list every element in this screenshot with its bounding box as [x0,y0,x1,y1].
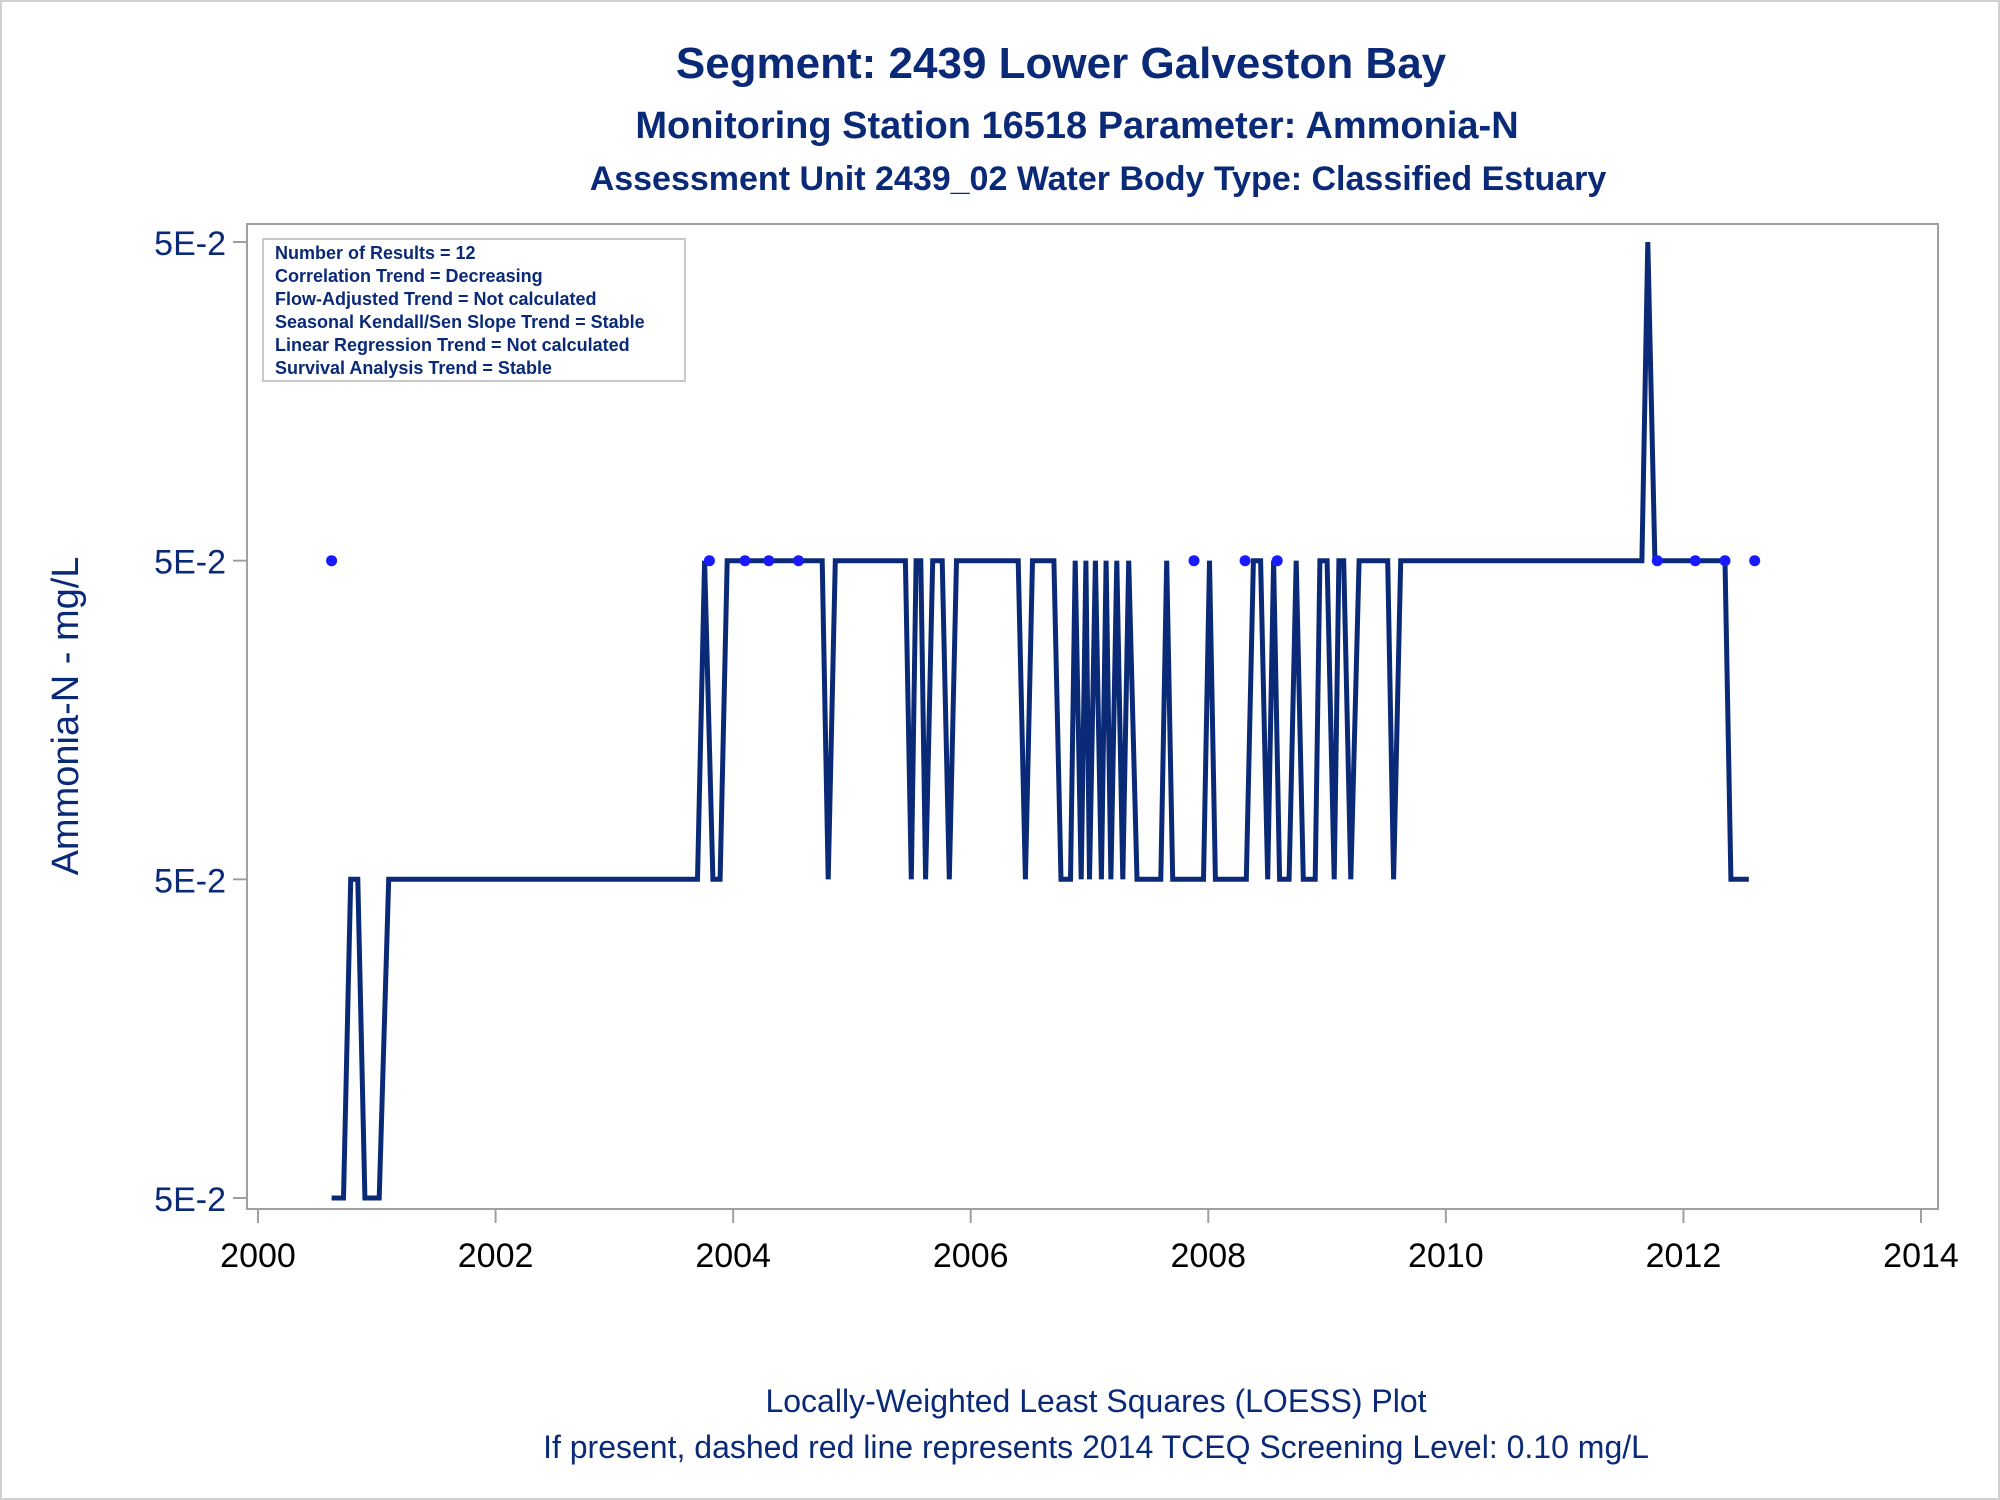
y-tick-label: 5E-2 [154,225,226,263]
stats-line: Number of Results = 12 [275,243,476,263]
x-tick-label: 2014 [1883,1237,1959,1275]
x-tick-label: 2000 [220,1237,296,1275]
plot-area [246,223,1939,1210]
stats-box: Number of Results = 12 Correlation Trend… [262,238,686,382]
y-tick-label: 5E-2 [154,862,226,900]
x-tick-label: 2008 [1170,1237,1246,1275]
data-point [1689,555,1701,567]
stats-line: Survival Analysis Trend = Stable [275,358,552,378]
stats-line: Flow-Adjusted Trend = Not calculated [275,289,597,309]
footnote-1: Locally-Weighted Least Squares (LOESS) P… [765,1383,1426,1419]
x-tick-label: 2010 [1408,1237,1484,1275]
data-point [1651,555,1663,567]
x-tick-label: 2012 [1646,1237,1722,1275]
data-point [1239,555,1251,567]
series-layer [326,241,1761,1201]
data-point [1271,555,1283,567]
series-line [331,241,1749,1201]
data-point [1719,555,1731,567]
data-point [739,555,751,567]
footnote-2: If present, dashed red line represents 2… [543,1429,1649,1465]
y-tick-label: 5E-2 [154,544,226,582]
y-axis-label: Ammonia-N - mg/L [45,557,87,876]
data-point [793,555,804,567]
data-point [763,555,775,567]
stats-line: Linear Regression Trend = Not calculated [275,335,630,355]
data-point [1749,555,1761,567]
x-tick-label: 2004 [695,1237,771,1275]
chart-subtitle-2: Assessment Unit 2439_02 Water Body Type:… [590,160,1607,198]
data-point [703,555,715,567]
stats-line: Seasonal Kendall/Sen Slope Trend = Stabl… [275,312,645,332]
stats-box-frame [262,238,686,382]
chart-title: Segment: 2439 Lower Galveston Bay [676,39,1447,88]
chart-subtitle: Monitoring Station 16518 Parameter: Ammo… [635,105,1518,147]
x-axis: 2000 2002 2004 2006 2008 2010 2012 2014 [220,1209,1959,1275]
x-tick-label: 2002 [458,1237,534,1275]
y-axis: 5E-2 5E-2 5E-2 5E-2 [154,225,247,1219]
y-tick-label: 5E-2 [154,1181,226,1219]
data-point [1188,555,1200,567]
stats-line: Correlation Trend = Decreasing [275,266,543,286]
data-point [326,555,338,567]
x-tick-label: 2006 [933,1237,1009,1275]
